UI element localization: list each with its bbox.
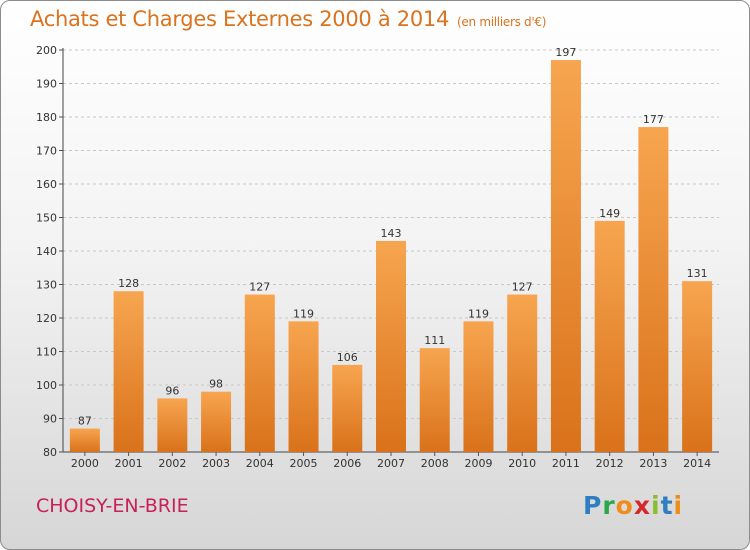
chart-title-text: Achats et Charges Externes 2000 à 2014: [30, 7, 450, 31]
y-tick-label: 150: [36, 212, 57, 225]
value-label-2014: 131: [687, 267, 708, 280]
y-tick-label: 140: [36, 245, 57, 258]
value-label-2006: 106: [337, 351, 358, 364]
x-tick-label-2008: 2008: [421, 457, 449, 470]
proxiti-logo[interactable]: Proxiti: [583, 491, 683, 520]
x-tick-label-2010: 2010: [508, 457, 536, 470]
x-tick-label-2005: 2005: [290, 457, 318, 470]
value-label-2005: 119: [293, 307, 314, 320]
value-label-2008: 111: [424, 334, 445, 347]
y-tick-label: 130: [36, 279, 57, 292]
logo-letter: i: [651, 491, 661, 520]
x-tick-labels: 2000 2001 2002 2003 2004 2005 2006 2007 2008 2009…: [71, 452, 711, 470]
value-label-2013: 177: [643, 113, 664, 126]
bar-2011: [550, 60, 581, 453]
x-tick-label-2003: 2003: [202, 457, 230, 470]
x-tick-label-2014: 2014: [683, 457, 711, 470]
bar-2000: [69, 428, 100, 452]
value-label-2010: 127: [512, 281, 533, 294]
value-label-2003: 98: [209, 378, 223, 391]
logo-letter: t: [660, 491, 674, 520]
value-label-2007: 143: [381, 227, 402, 240]
y-tick-label: 190: [36, 78, 57, 91]
logo-letter: x: [633, 491, 651, 520]
value-label-2012: 149: [599, 207, 620, 220]
y-tick-label: 200: [36, 44, 57, 57]
x-tick-label-2001: 2001: [115, 457, 143, 470]
value-label-2011: 197: [555, 46, 576, 59]
y-tick-label: 180: [36, 111, 57, 124]
bar-2002: [157, 398, 188, 452]
y-tick-label: 110: [36, 346, 57, 359]
bar-2010: [507, 294, 538, 452]
x-tick-label-2002: 2002: [158, 457, 186, 470]
location-label: CHOISY-EN-BRIE: [36, 495, 189, 517]
bar-2005: [288, 321, 319, 452]
bar-2001: [113, 291, 144, 452]
chart-subtitle: (en milliers d'€): [457, 15, 547, 29]
bar-2009: [463, 321, 494, 452]
value-label-2004: 127: [249, 281, 270, 294]
bar-2003: [201, 391, 232, 452]
y-tick-label: 170: [36, 145, 57, 158]
bar-2007: [376, 240, 406, 452]
x-tick-label-2000: 2000: [71, 457, 99, 470]
logo-letter: i: [673, 491, 684, 520]
x-tick-label-2006: 2006: [333, 457, 361, 470]
x-tick-label-2007: 2007: [377, 457, 405, 470]
bar-2006: [332, 364, 363, 452]
y-tick-label: 100: [36, 379, 57, 392]
y-tick-labels: 80 90 100 110 120 130 140 150 160 170 180 190 200: [36, 44, 57, 459]
bar-2004: [244, 294, 275, 452]
y-tick-label: 120: [36, 312, 57, 325]
value-label-2002: 96: [165, 384, 179, 397]
bar-2008: [419, 348, 450, 452]
bars: [69, 60, 713, 453]
y-tick-label: 80: [43, 446, 57, 459]
bar-2014: [682, 281, 713, 452]
x-tick-label-2012: 2012: [596, 457, 624, 470]
y-tick-label: 160: [36, 178, 57, 191]
logo-letter: o: [615, 491, 634, 520]
x-tick-label-2004: 2004: [246, 457, 274, 470]
value-label-2001: 128: [118, 277, 139, 290]
x-tick-label-2011: 2011: [552, 457, 580, 470]
y-tick-label: 90: [43, 413, 57, 426]
bar-2013: [638, 127, 669, 453]
value-labels: 87 128 96 98 127 119 106 143 111 119 127 197 149 177 1…: [78, 46, 708, 428]
value-label-2000: 87: [78, 415, 92, 428]
x-tick-label-2009: 2009: [464, 457, 492, 470]
value-label-2009: 119: [468, 307, 489, 320]
x-tick-label-2013: 2013: [639, 457, 667, 470]
chart-title: Achats et Charges Externes 2000 à 2014 (e…: [30, 7, 546, 31]
bar-2012: [594, 220, 625, 452]
logo-letter: P: [583, 491, 603, 520]
logo-letter: r: [602, 491, 616, 520]
